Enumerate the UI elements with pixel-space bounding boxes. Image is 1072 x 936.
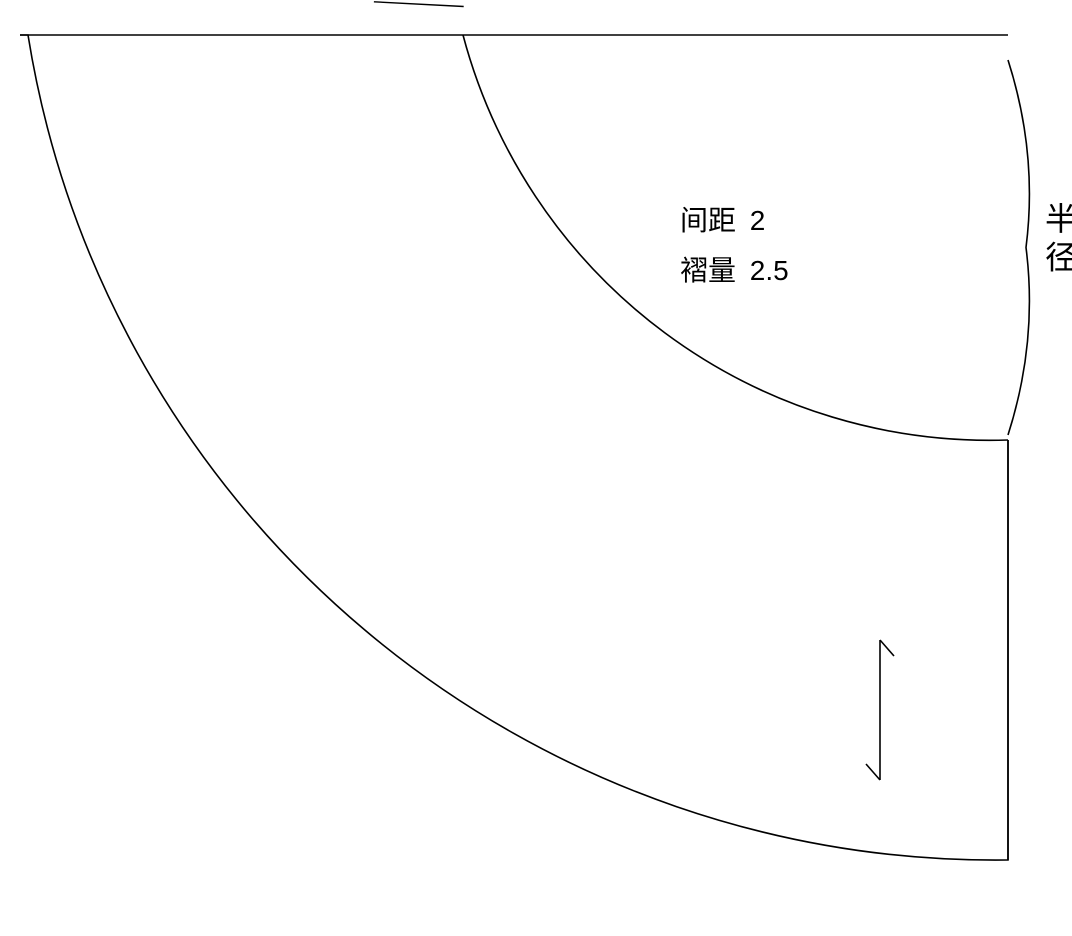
- pleat-tick: [374, 2, 464, 7]
- pattern-geometry: [20, 0, 1029, 860]
- grainline-arrow-bottom: [866, 764, 880, 780]
- amount-label: 褶量 2.5: [680, 255, 789, 286]
- sewing-pattern-diagram: 间距 2 褶量 2.5 半径: [0, 0, 1072, 936]
- grainline-arrow-top: [880, 640, 894, 656]
- spacing-label-text: 间距: [680, 205, 736, 236]
- radius-bracket: [1008, 60, 1029, 435]
- inner-arc: [463, 35, 1008, 440]
- radius-label-char: 径: [1045, 239, 1072, 275]
- radius-label: 半径: [1045, 201, 1072, 275]
- amount-value-text: 2.5: [750, 255, 789, 286]
- radius-label-char: 半: [1045, 201, 1072, 237]
- spacing-label: 间距 2: [680, 205, 765, 236]
- outer-outline: [20, 35, 1008, 860]
- amount-label-text: 褶量: [680, 255, 736, 286]
- spacing-value-text: 2: [750, 205, 766, 236]
